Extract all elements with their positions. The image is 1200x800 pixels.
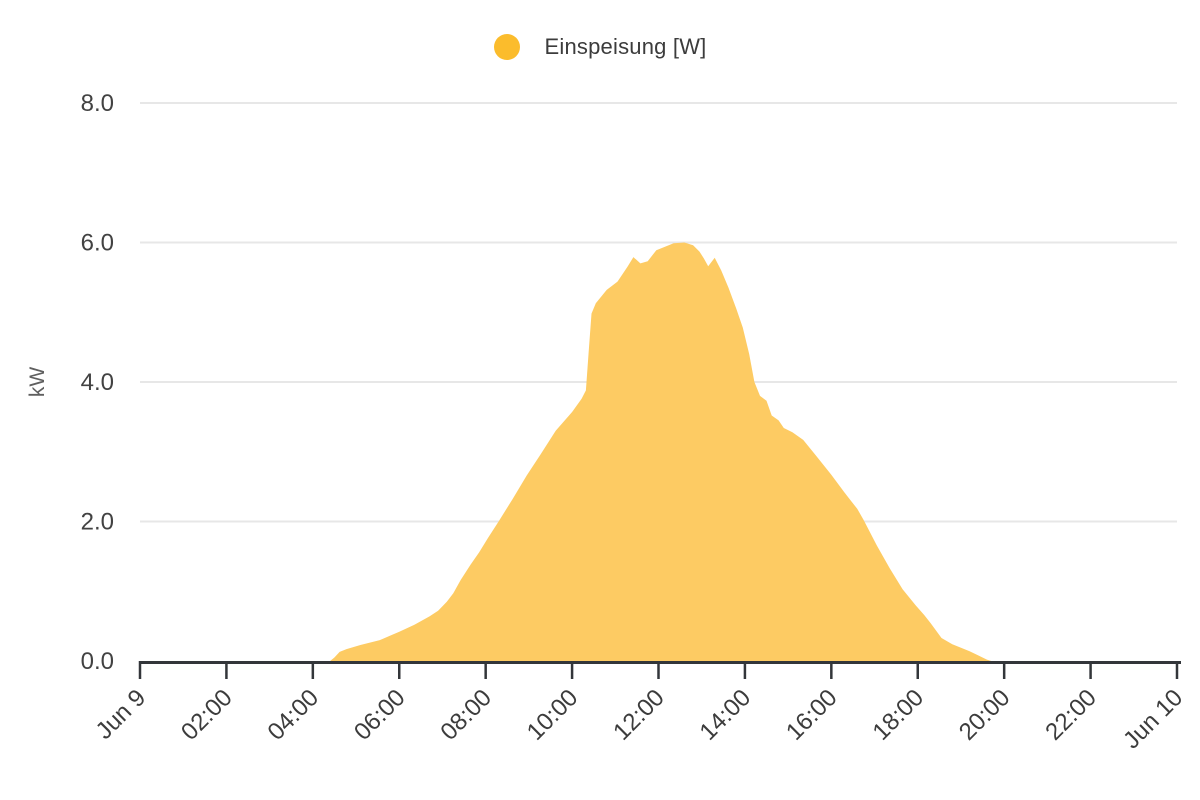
- x-tick-label: 06:00: [349, 684, 411, 746]
- x-tick-label: 22:00: [1040, 684, 1102, 746]
- x-tick-label: 18:00: [867, 684, 929, 746]
- x-tick-label: 08:00: [435, 684, 497, 746]
- legend-label: Einspeisung [W]: [544, 34, 707, 59]
- legend-item-einspeisung[interactable]: Einspeisung [W]: [0, 31, 1200, 63]
- x-tick-label: 04:00: [262, 684, 324, 746]
- y-tick-label: 0.0: [81, 648, 114, 675]
- y-axis-title: kW: [26, 367, 49, 398]
- x-tick-label: 20:00: [954, 684, 1016, 746]
- y-tick-label: 2.0: [81, 509, 114, 536]
- x-tick-label: 10:00: [522, 684, 584, 746]
- x-tick-label: 16:00: [781, 684, 843, 746]
- x-tick-label: Jun 9: [91, 684, 152, 745]
- legend-marker-icon: [493, 34, 520, 60]
- x-tick-label: 02:00: [176, 684, 238, 746]
- x-tick-label: 14:00: [695, 684, 757, 746]
- x-tick-label: Jun 10: [1118, 684, 1188, 754]
- y-tick-label: 4.0: [81, 369, 114, 396]
- area-series-einspeisung[interactable]: [140, 242, 1177, 662]
- y-tick-label: 6.0: [81, 230, 114, 257]
- y-tick-label: 8.0: [81, 90, 114, 117]
- x-tick-label: 12:00: [608, 684, 670, 746]
